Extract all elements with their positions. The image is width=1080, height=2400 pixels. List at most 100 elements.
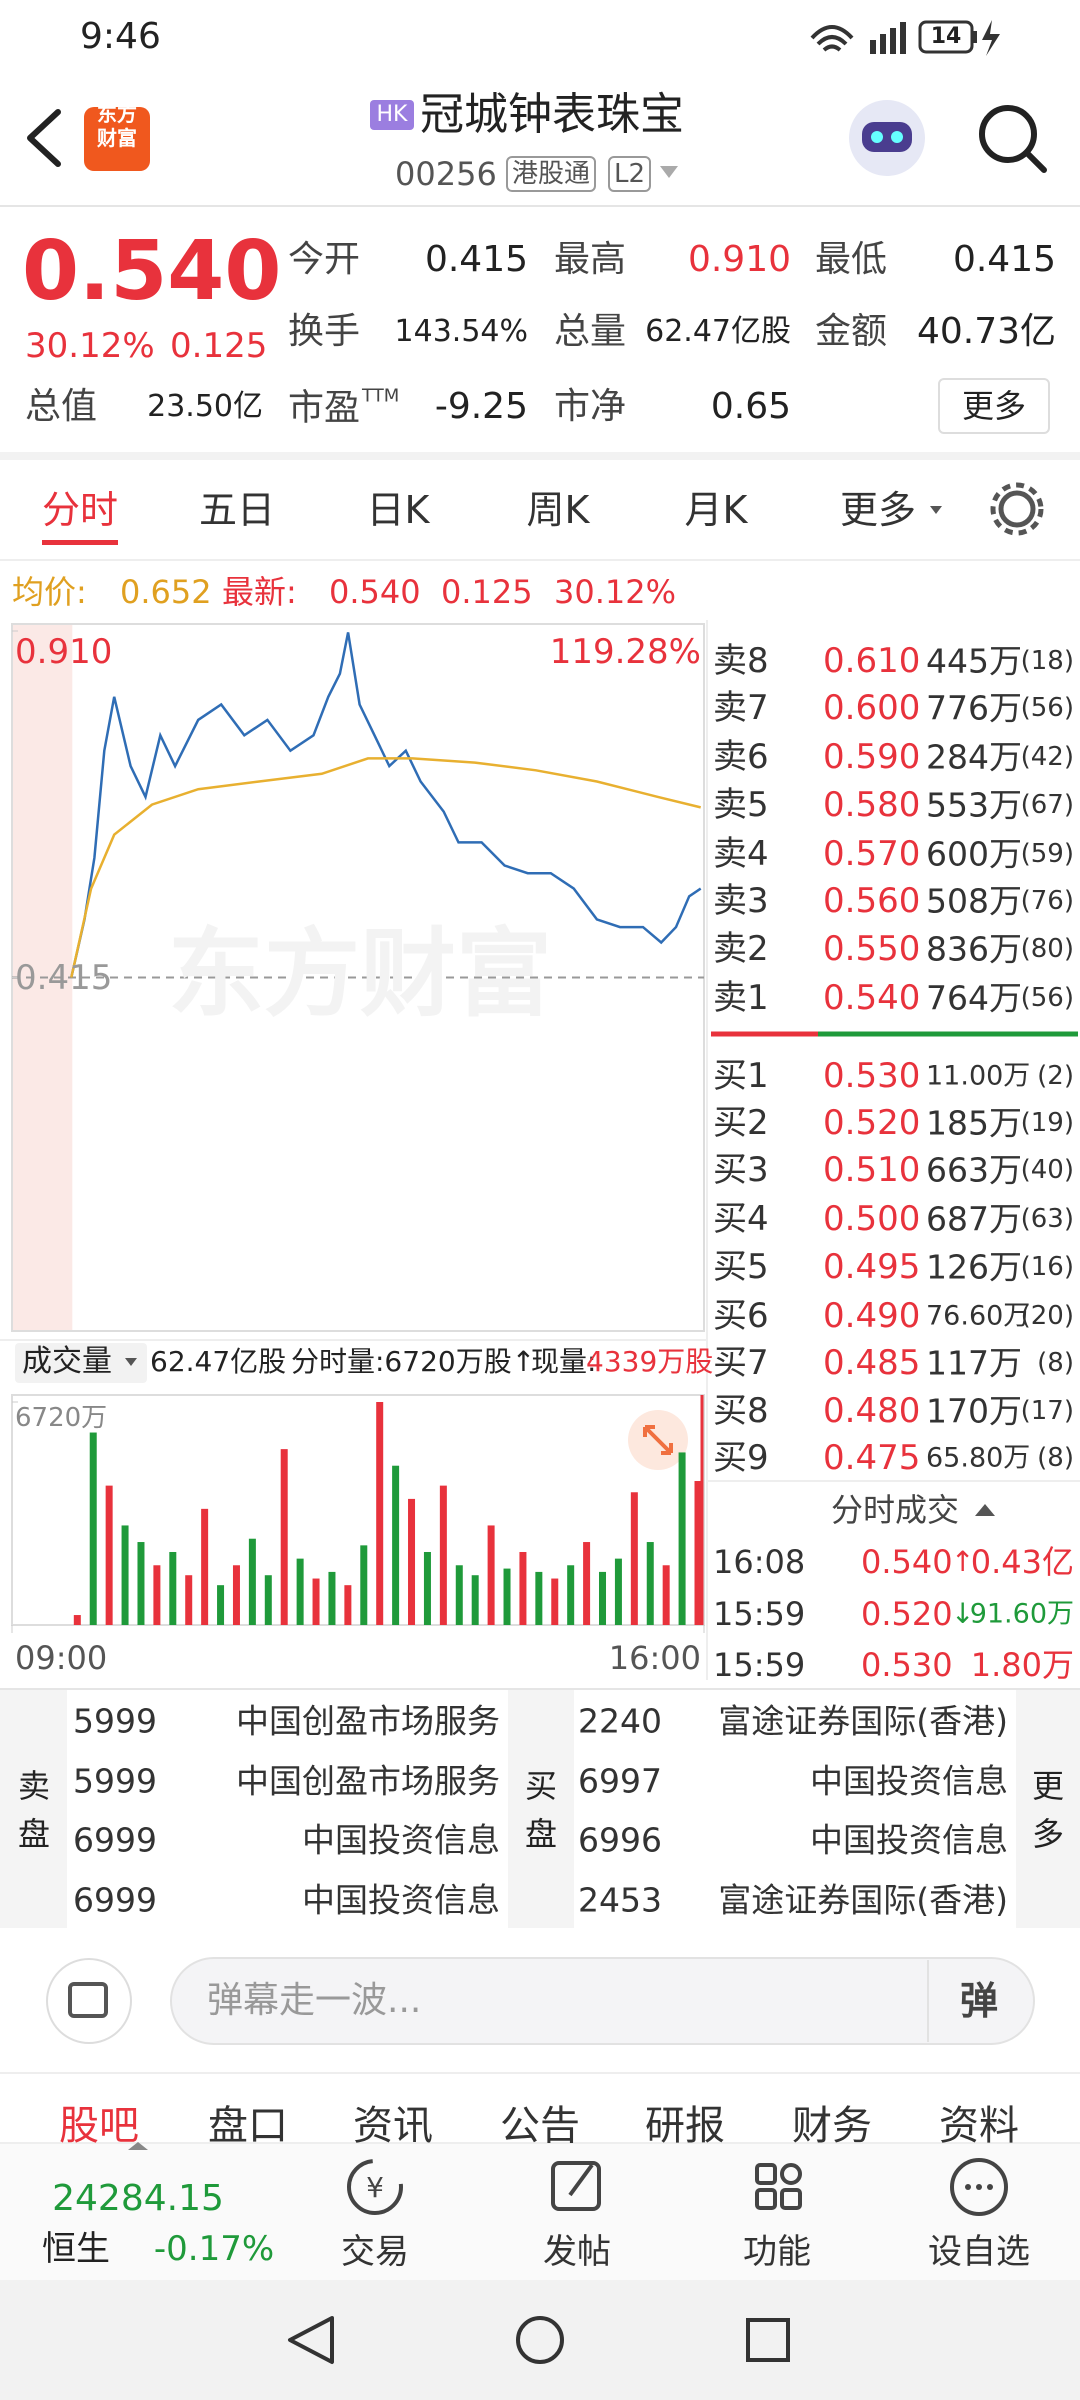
period-tab[interactable]: 日K <box>366 488 430 532</box>
broker-id: 2240 <box>578 1701 662 1741</box>
sys-home[interactable] <box>516 2316 564 2364</box>
index-change[interactable]: -0.17% <box>153 2229 275 2269</box>
avg-price: 0.652 <box>120 573 212 611</box>
volume-bar <box>423 1551 431 1625</box>
book-volume: 185万 <box>926 1103 1022 1143</box>
book-count: (18) <box>1020 646 1074 676</box>
nav-item[interactable]: 发帖 <box>543 2232 611 2272</box>
book-label: 卖4 <box>713 834 769 874</box>
comment-decor <box>0 1957 1080 2074</box>
sub-tab[interactable]: 财务 <box>792 2103 872 2149</box>
volume-bar <box>296 1558 304 1625</box>
period-tab[interactable]: 更多 <box>839 488 917 532</box>
broker-name: 富途证券国际(香港) <box>718 1880 1008 1920</box>
volume-bar <box>455 1565 463 1625</box>
volume-bar <box>551 1578 559 1625</box>
book-label: 卖1 <box>713 978 769 1018</box>
stat-value: 40.73亿 <box>916 311 1056 352</box>
sub-tab[interactable]: 盘口 <box>208 2103 288 2149</box>
book-label: 买7 <box>713 1343 769 1383</box>
period-tab[interactable]: 五日 <box>198 488 276 532</box>
trade-arrow: ↑ <box>951 1545 975 1578</box>
book-count: (19) <box>1020 1108 1074 1138</box>
change-amount: 0.125 <box>170 326 268 366</box>
book-price: 0.580 <box>823 785 921 825</box>
level-tag: L2 <box>608 156 652 192</box>
latest-label: 最新: <box>222 573 297 611</box>
avg-label: 均价: <box>12 573 87 611</box>
book-price: 0.590 <box>823 737 921 777</box>
nav-item[interactable]: 设自选 <box>928 2232 1030 2272</box>
hk-badge <box>370 100 414 130</box>
book-volume: 553万 <box>926 785 1022 825</box>
broker-id: 5999 <box>73 1701 157 1741</box>
index-name[interactable]: 恒生 <box>42 2229 110 2269</box>
book-count: (8) <box>1037 1348 1074 1378</box>
stat-label: 最低 <box>815 239 888 280</box>
nav-item[interactable]: 交易 <box>341 2232 409 2272</box>
volume-bar <box>503 1568 511 1625</box>
stat-label: 市盈 TTM <box>288 385 400 429</box>
book-price: 0.540 <box>823 978 921 1018</box>
sub-tab[interactable]: 公告 <box>500 2103 580 2149</box>
book-label: 买9 <box>713 1438 769 1478</box>
sub-tab[interactable]: 资料 <box>939 2103 1019 2149</box>
volume-bar <box>328 1571 336 1625</box>
current-volume: 4339万股 <box>586 1345 714 1378</box>
nav-item[interactable]: 功能 <box>743 2232 811 2272</box>
sys-recents[interactable] <box>746 2318 790 2362</box>
trade-price: 0.520 <box>861 1595 953 1633</box>
book-price: 0.550 <box>823 929 921 969</box>
brokers-more[interactable]: 更多 <box>1031 1767 1064 1853</box>
volume-bar <box>376 1402 384 1625</box>
broker-id: 5999 <box>73 1761 157 1801</box>
volume-bar <box>646 1542 654 1625</box>
book-count: (20) <box>1020 1301 1074 1331</box>
book-price: 0.610 <box>823 641 921 681</box>
header-icons <box>0 100 1080 207</box>
book-label: 卖8 <box>713 641 769 681</box>
more-button[interactable]: 更多 <box>937 378 1051 434</box>
book-volume: 76.60万 <box>926 1300 1031 1332</box>
high-pct-label: 119.28% <box>549 632 701 672</box>
book-label: 卖6 <box>713 737 769 777</box>
volume-bar <box>121 1525 129 1625</box>
book-label: 买3 <box>713 1150 769 1190</box>
volume-bar <box>583 1542 591 1625</box>
index-value[interactable]: 24284.15 <box>52 2178 224 2219</box>
period-tab[interactable]: 周K <box>526 488 590 532</box>
sub-tab[interactable]: 资讯 <box>353 2103 433 2149</box>
stat-label: 换手 <box>288 311 361 352</box>
volume-bar <box>471 1575 479 1625</box>
sell-side-label: 卖盘 <box>17 1767 50 1853</box>
stat-value: 0.415 <box>952 239 1056 280</box>
sub-tab[interactable]: 研报 <box>645 2103 725 2149</box>
period-tab[interactable]: 月K <box>684 488 748 532</box>
search-icon[interactable] <box>979 105 1037 163</box>
book-price: 0.495 <box>823 1247 921 1287</box>
comment-placeholder[interactable]: 弹幕走一波... <box>207 1980 422 2021</box>
stat-value: 0.910 <box>687 239 791 280</box>
app-logo-bg <box>84 107 150 171</box>
volume-bar <box>694 1481 702 1625</box>
book-count: (16) <box>1020 1252 1074 1282</box>
back-icon[interactable] <box>27 109 61 167</box>
book-volume: 117万 <box>926 1343 1022 1383</box>
trades-title[interactable]: 分时成交 <box>830 1491 960 1529</box>
price-line <box>70 757 701 978</box>
latest-pct: 30.12% <box>554 573 677 611</box>
book-price: 0.530 <box>823 1056 921 1096</box>
danmaku-button[interactable]: 弹 <box>959 1979 999 2023</box>
broker-id: 6996 <box>578 1820 662 1860</box>
volume-bar <box>678 1452 686 1625</box>
book-price: 0.520 <box>823 1103 921 1143</box>
volume-bar <box>567 1565 575 1625</box>
sub-tab[interactable]: 股吧 <box>59 2103 139 2149</box>
x-tick-label: 16:00 <box>608 1639 701 1677</box>
book-count: (67) <box>1020 790 1074 820</box>
sys-back[interactable] <box>288 2316 334 2364</box>
sell-side-label-bg <box>0 1690 67 1928</box>
period-tab[interactable]: 分时 <box>41 488 119 532</box>
